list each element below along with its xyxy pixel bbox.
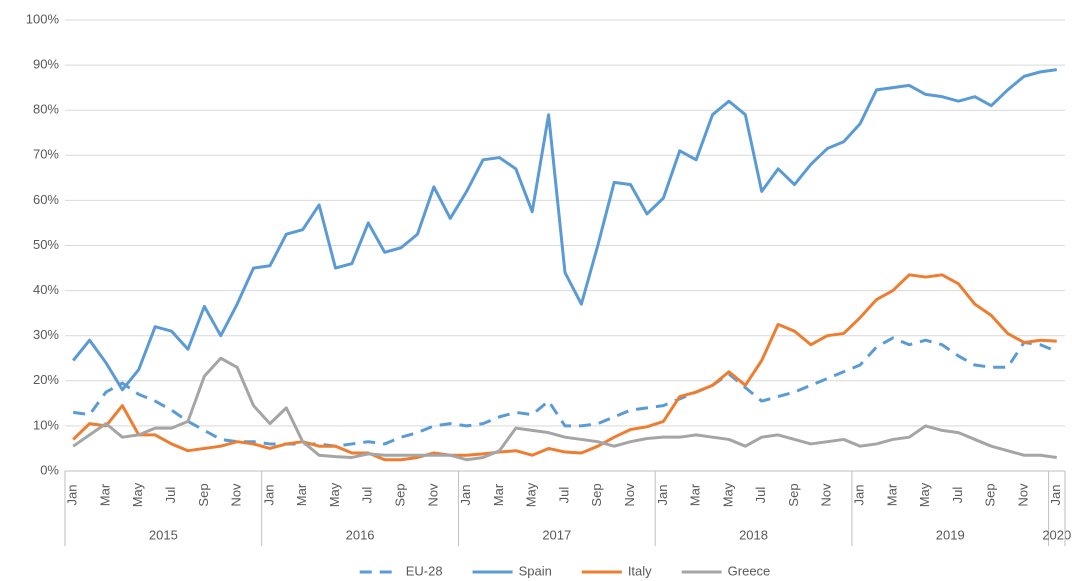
x-tick-label: Sep <box>393 483 408 506</box>
legend-label: Italy <box>628 563 652 578</box>
x-group-label: 2015 <box>149 527 178 542</box>
x-tick-label: Nov <box>819 483 834 507</box>
x-tick-label: Nov <box>622 483 637 507</box>
y-tick-label: 10% <box>33 417 59 432</box>
series-line <box>72 356 1058 462</box>
y-tick-label: 50% <box>33 237 59 252</box>
x-tick-label: Jan <box>458 485 473 506</box>
x-tick-label: Sep <box>786 483 801 506</box>
series-line <box>72 336 1058 448</box>
x-tick-label: Jul <box>950 487 965 504</box>
legend-label: Spain <box>519 563 552 578</box>
y-tick-label: 40% <box>33 282 59 297</box>
x-group-label: 2020 <box>1042 527 1071 542</box>
y-tick-label: 20% <box>33 372 59 387</box>
x-tick-label: Mar <box>97 483 112 506</box>
y-tick-label: 80% <box>33 102 59 117</box>
x-tick-label: Nov <box>425 483 440 507</box>
legend: EU-28 Spain Italy Greece <box>359 563 771 578</box>
x-tick-label: May <box>720 482 735 507</box>
x-tick-label: May <box>524 482 539 507</box>
y-tick-label: 0% <box>40 462 59 477</box>
x-tick-label: Nov <box>229 483 244 507</box>
y-tick-label: 70% <box>33 147 59 162</box>
x-tick-label: Sep <box>589 483 604 506</box>
x-group-label: 2019 <box>936 527 965 542</box>
legend-label: EU-28 <box>406 563 443 578</box>
y-tick-label: 100% <box>26 11 60 26</box>
x-tick-label: Mar <box>688 483 703 506</box>
series-line <box>72 273 1057 462</box>
x-group-label: 2017 <box>542 527 571 542</box>
x-tick-label: Mar <box>884 483 899 506</box>
y-tick-label: 60% <box>33 192 59 207</box>
x-tick-label: Jan <box>65 485 80 506</box>
x-tick-label: Sep <box>196 483 211 506</box>
x-tick-label: Mar <box>491 483 506 506</box>
x-tick-label: Jan <box>655 485 670 506</box>
x-tick-label: May <box>327 482 342 507</box>
x-tick-label: May <box>917 482 932 507</box>
x-group-label: 2018 <box>739 527 768 542</box>
x-tick-label: Nov <box>1015 483 1030 507</box>
x-tick-label: Jan <box>852 485 867 506</box>
y-tick-label: 90% <box>33 57 59 72</box>
x-tick-label: Sep <box>983 483 998 506</box>
legend-label: Greece <box>728 563 771 578</box>
x-tick-label: Jul <box>753 487 768 504</box>
x-tick-label: Mar <box>294 483 309 506</box>
x-tick-label: Jan <box>1048 485 1063 506</box>
y-tick-label: 30% <box>33 327 59 342</box>
x-tick-label: Jul <box>163 487 178 504</box>
x-group-label: 2016 <box>346 527 375 542</box>
x-tick-label: Jul <box>556 487 571 504</box>
x-tick-label: May <box>130 482 145 507</box>
series-line <box>72 68 1058 392</box>
x-tick-label: Jul <box>360 487 375 504</box>
x-tick-label: Jan <box>261 485 276 506</box>
